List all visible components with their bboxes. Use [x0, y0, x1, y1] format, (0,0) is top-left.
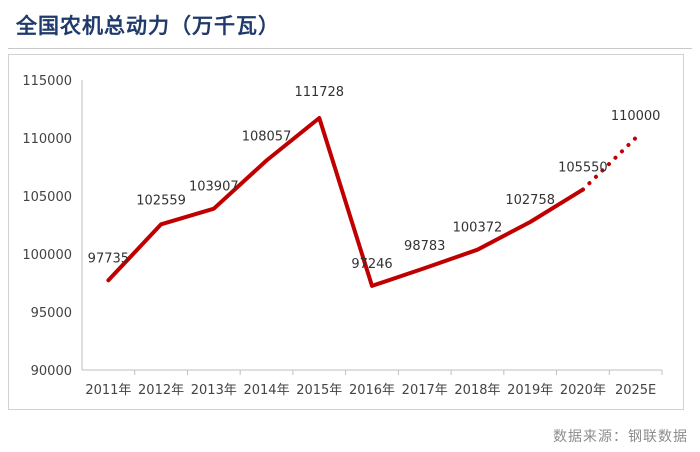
data-label: 110000	[611, 109, 661, 124]
x-tick-label: 2020年	[560, 383, 606, 398]
y-tick-label: 90000	[31, 364, 72, 379]
x-tick-label: 2019年	[507, 383, 553, 398]
x-tick-label: 2025E	[615, 383, 656, 398]
data-label: 108057	[242, 130, 292, 145]
data-label: 100372	[453, 221, 503, 236]
source-note: 数据来源：钢联数据	[553, 429, 688, 445]
x-tick-label: 2013年	[191, 383, 237, 398]
title-divider	[8, 48, 692, 49]
data-label: 98783	[404, 239, 445, 254]
data-label: 97246	[351, 257, 392, 272]
data-label: 105550	[558, 161, 608, 176]
data-label: 97735	[88, 251, 129, 266]
x-tick-label: 2018年	[454, 383, 500, 398]
y-tick-label: 110000	[22, 132, 72, 147]
data-label: 102559	[136, 193, 186, 208]
series-line	[106, 116, 585, 288]
x-tick-label: 2014年	[243, 383, 289, 398]
y-tick-label: 95000	[31, 306, 72, 321]
x-tick-label: 2012年	[138, 383, 184, 398]
x-tick-label: 2015年	[296, 383, 342, 398]
x-ticks: 2011年 2012年 2013年 2014年 2015年 2016年 2017年 2018年…	[85, 370, 663, 398]
x-tick-label: 2011年	[85, 383, 131, 398]
data-label: 102758	[505, 193, 555, 208]
y-ticks: 115000 110000 105000 100000 95000 90000	[22, 74, 72, 379]
x-tick-label: 2017年	[402, 383, 448, 398]
y-tick-label: 105000	[22, 190, 72, 205]
data-label: 103907	[189, 180, 239, 195]
y-tick-label: 115000	[22, 74, 72, 89]
chart-frame	[8, 54, 684, 410]
axes	[81, 80, 662, 371]
forecast-line	[580, 136, 638, 192]
data-label: 111728	[294, 85, 344, 100]
y-tick-label: 100000	[22, 248, 72, 263]
x-tick-label: 2016年	[349, 383, 395, 398]
chart-title: 全国农机总动力（万千瓦）	[16, 13, 280, 38]
